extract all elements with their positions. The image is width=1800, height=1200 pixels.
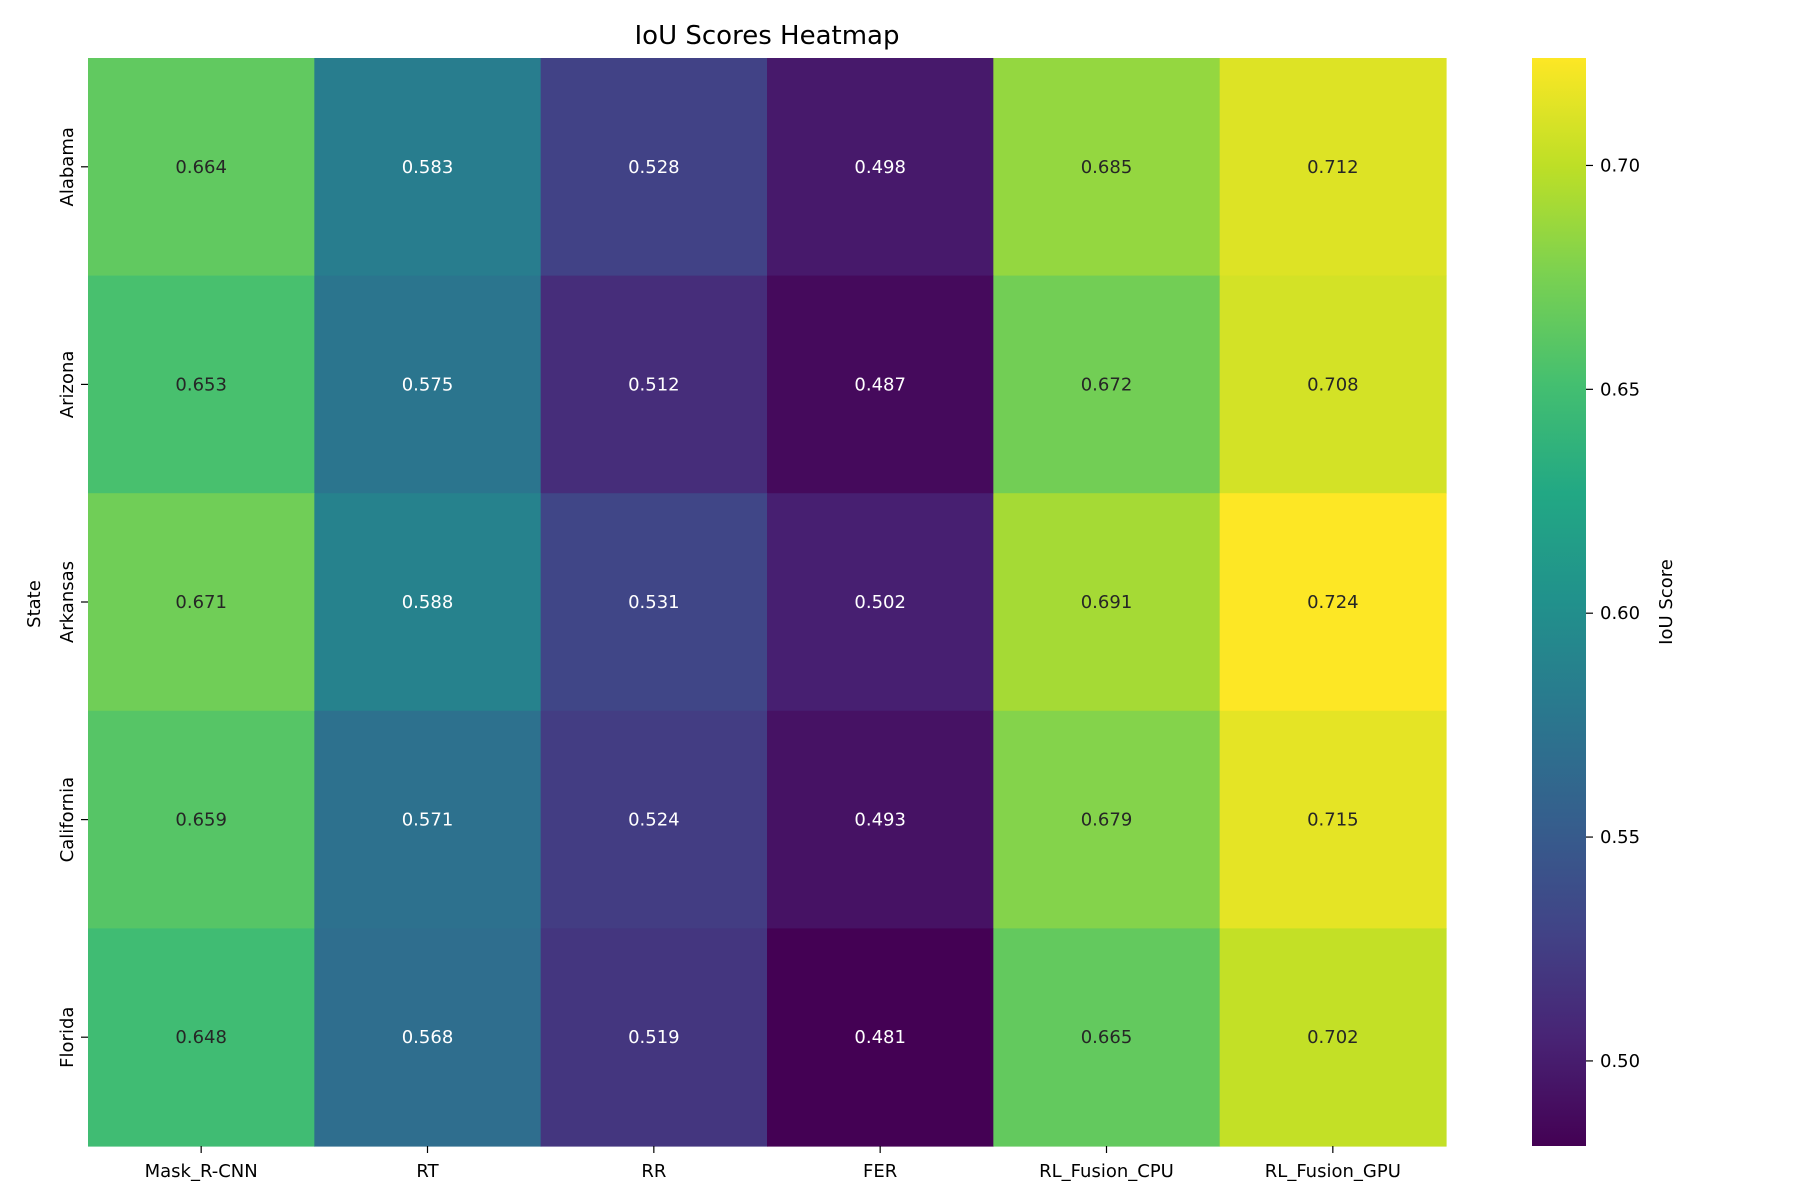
heatmap-cells (88, 58, 1447, 1147)
cell-value-label: 0.583 (402, 157, 454, 178)
heatmap-cell (1219, 928, 1447, 1147)
x-tick-label: RL_Fusion_GPU (1265, 1161, 1401, 1182)
x-tick-label: FER (863, 1161, 897, 1182)
colorbar-tick-label: 0.50 (1600, 1051, 1640, 1072)
heatmap-cell (314, 58, 542, 277)
cell-value-label: 0.672 (1081, 374, 1133, 395)
y-tick-label: Arkansas (57, 561, 78, 643)
heatmap-cell (993, 58, 1221, 277)
cell-value-label: 0.671 (175, 592, 227, 613)
cell-value-label: 0.519 (628, 1027, 680, 1048)
colorbar-tick-label: 0.65 (1600, 379, 1640, 400)
cell-value-label: 0.528 (628, 157, 680, 178)
heatmap-cell (88, 710, 315, 929)
cell-value-label: 0.724 (1307, 592, 1359, 613)
heatmap-cell (1219, 58, 1447, 277)
colorbar-tick-label: 0.55 (1600, 827, 1640, 848)
heatmap-cell (540, 928, 768, 1147)
heatmap-cell (767, 275, 994, 494)
x-axis: Mask_R-CNN RT RR FER RL_Fusion_CPU RL_Fusion_… (145, 1146, 1401, 1182)
heatmap-cell (540, 58, 768, 277)
heatmap-cell (767, 710, 994, 929)
cell-value-label: 0.493 (854, 810, 906, 831)
cell-value-label: 0.571 (402, 810, 454, 831)
cell-value-label: 0.659 (175, 810, 227, 831)
heatmap-cell (767, 928, 994, 1147)
heatmap-cell (993, 275, 1221, 494)
heatmap-cell (540, 710, 768, 929)
heatmap-cell (993, 493, 1221, 712)
y-tick-label: Florida (57, 1007, 78, 1068)
cell-value-label: 0.653 (175, 374, 227, 395)
cell-value-label: 0.531 (628, 592, 680, 613)
colorbar-label: IoU Score (1656, 559, 1677, 645)
heatmap-cell (540, 275, 768, 494)
y-tick-label: Alabama (57, 127, 78, 206)
colorbar-tick-label: 0.70 (1600, 155, 1640, 176)
colorbar-ticks: 0.50 0.55 0.60 0.65 0.70 (1586, 155, 1640, 1072)
cell-value-label: 0.715 (1307, 810, 1359, 831)
cell-value-label: 0.487 (854, 374, 906, 395)
cell-value-label: 0.568 (402, 1027, 454, 1048)
heatmap-cell (993, 710, 1221, 929)
cell-value-label: 0.679 (1081, 810, 1133, 831)
heatmap-cell (767, 58, 994, 277)
cell-value-label: 0.664 (175, 157, 227, 178)
heatmap-cell (88, 928, 315, 1147)
x-tick-label: Mask_R-CNN (145, 1161, 258, 1182)
heatmap-cell (88, 58, 315, 277)
chart-title: IoU Scores Heatmap (635, 21, 900, 51)
heatmap-cell (993, 928, 1221, 1147)
cell-value-label: 0.512 (628, 374, 680, 395)
cell-value-label: 0.708 (1307, 374, 1359, 395)
heatmap-cell (314, 928, 542, 1147)
y-axis: Alabama Arizona Arkansas California Florida (57, 127, 88, 1068)
cell-value-label: 0.481 (854, 1027, 906, 1048)
x-tick-label: RT (416, 1161, 439, 1182)
x-tick-label: RL_Fusion_CPU (1039, 1161, 1174, 1182)
heatmap-cell (88, 275, 315, 494)
cell-value-label: 0.648 (175, 1027, 227, 1048)
cell-value-label: 0.588 (402, 592, 454, 613)
heatmap-cell (314, 275, 542, 494)
colorbar: 0.50 0.55 0.60 0.65 0.70 IoU Score (1532, 58, 1677, 1146)
y-tick-label: Arizona (57, 351, 78, 419)
heatmap-cell (1219, 493, 1447, 712)
heatmap-cell (314, 710, 542, 929)
cell-value-label: 0.702 (1307, 1027, 1359, 1048)
heatmap-cell (1219, 275, 1447, 494)
y-axis-label: State (24, 580, 45, 628)
cell-value-label: 0.575 (402, 374, 454, 395)
cell-value-label: 0.691 (1081, 592, 1133, 613)
cell-value-label: 0.712 (1307, 157, 1359, 178)
heatmap-cell (314, 493, 542, 712)
cell-value-label: 0.524 (628, 810, 680, 831)
colorbar-gradient (1532, 58, 1586, 1146)
x-tick-label: RR (641, 1161, 666, 1182)
heatmap-cell (767, 493, 994, 712)
heatmap-cell (1219, 710, 1447, 929)
cell-value-label: 0.685 (1081, 157, 1133, 178)
cell-value-label: 0.665 (1081, 1027, 1133, 1048)
heatmap-cell (540, 493, 768, 712)
y-tick-label: California (57, 777, 78, 862)
heatmap-cell (88, 493, 315, 712)
heatmap-cell-labels: 0.664 0.583 0.528 0.498 0.685 0.712 0.653 0.575… (175, 157, 1358, 1048)
colorbar-tick-label: 0.60 (1600, 603, 1640, 624)
cell-value-label: 0.502 (854, 592, 906, 613)
cell-value-label: 0.498 (854, 157, 906, 178)
